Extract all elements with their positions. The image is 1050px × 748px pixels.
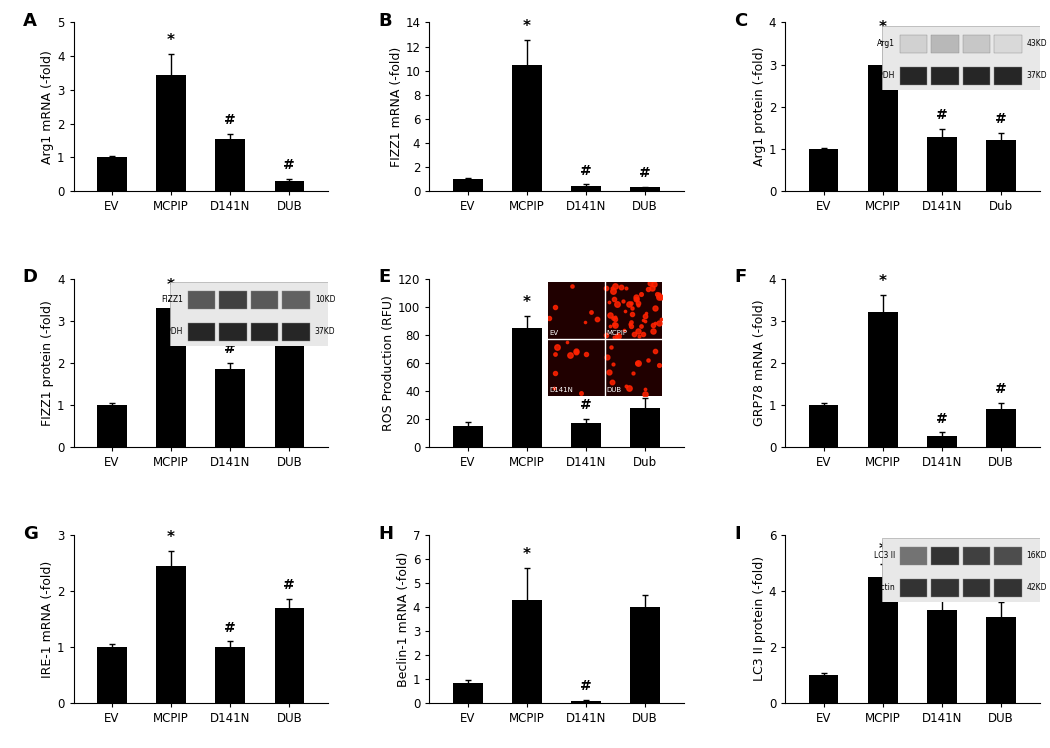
Text: #: #: [937, 411, 948, 426]
Y-axis label: GRP78 mRNA (-fold): GRP78 mRNA (-fold): [753, 299, 766, 426]
Bar: [274, 325, 304, 447]
Y-axis label: FIZZ1 mRNA (-fold): FIZZ1 mRNA (-fold): [390, 46, 402, 167]
Bar: [927, 137, 957, 191]
Text: #: #: [581, 678, 592, 693]
Bar: [98, 647, 127, 703]
Text: #: #: [581, 398, 592, 412]
Bar: [927, 610, 957, 703]
Text: #: #: [995, 112, 1007, 126]
Bar: [868, 64, 898, 191]
Bar: [986, 617, 1015, 703]
Text: #: #: [225, 113, 236, 127]
Y-axis label: ROS Production (RFU): ROS Production (RFU): [382, 295, 395, 431]
Text: *: *: [167, 33, 175, 48]
Bar: [630, 187, 660, 191]
Text: *: *: [879, 19, 887, 34]
Text: *: *: [523, 295, 531, 310]
Bar: [630, 408, 660, 447]
Text: #: #: [937, 574, 948, 588]
Bar: [571, 186, 601, 191]
Text: D: D: [23, 269, 38, 286]
Y-axis label: IRE-1 mRNA (-fold): IRE-1 mRNA (-fold): [41, 560, 55, 678]
Text: I: I: [734, 524, 741, 542]
Text: #: #: [937, 108, 948, 122]
Bar: [453, 683, 483, 703]
Text: H: H: [379, 524, 394, 542]
Y-axis label: FIZZ1 protein (-fold): FIZZ1 protein (-fold): [41, 300, 55, 426]
Bar: [571, 701, 601, 703]
Text: *: *: [167, 530, 175, 545]
Bar: [986, 141, 1015, 191]
Bar: [808, 149, 839, 191]
Bar: [571, 423, 601, 447]
Bar: [512, 328, 542, 447]
Bar: [868, 312, 898, 447]
Text: #: #: [284, 295, 295, 310]
Bar: [453, 426, 483, 447]
Text: G: G: [23, 524, 38, 542]
Bar: [215, 647, 245, 703]
Bar: [630, 607, 660, 703]
Text: *: *: [523, 547, 531, 562]
Text: *: *: [879, 542, 887, 557]
Bar: [98, 157, 127, 191]
Text: #: #: [995, 382, 1007, 396]
Text: E: E: [379, 269, 391, 286]
Text: #: #: [995, 581, 1007, 595]
Bar: [156, 308, 186, 447]
Text: A: A: [23, 12, 37, 31]
Text: #: #: [225, 621, 236, 634]
Bar: [215, 369, 245, 447]
Bar: [98, 405, 127, 447]
Text: #: #: [581, 164, 592, 177]
Text: #: #: [639, 166, 651, 180]
Bar: [512, 600, 542, 703]
Y-axis label: LC3 II protein (-fold): LC3 II protein (-fold): [753, 557, 766, 681]
Bar: [808, 405, 839, 447]
Text: *: *: [167, 278, 175, 293]
Y-axis label: Arg1 protein (-fold): Arg1 protein (-fold): [753, 47, 766, 167]
Text: #: #: [284, 159, 295, 172]
Bar: [156, 75, 186, 191]
Bar: [927, 437, 957, 447]
Text: F: F: [734, 269, 747, 286]
Bar: [453, 179, 483, 191]
Bar: [274, 181, 304, 191]
Y-axis label: Arg1 mRNA (-fold): Arg1 mRNA (-fold): [41, 50, 55, 164]
Text: #: #: [639, 377, 651, 391]
Text: *: *: [523, 19, 531, 34]
Bar: [156, 565, 186, 703]
Text: C: C: [734, 12, 748, 31]
Bar: [808, 675, 839, 703]
Text: B: B: [379, 12, 393, 31]
Text: #: #: [284, 578, 295, 592]
Bar: [274, 607, 304, 703]
Text: #: #: [225, 342, 236, 356]
Y-axis label: Beclin-1 mRNA (-fold): Beclin-1 mRNA (-fold): [397, 551, 411, 687]
Bar: [986, 409, 1015, 447]
Bar: [215, 138, 245, 191]
Bar: [512, 64, 542, 191]
Bar: [868, 577, 898, 703]
Text: *: *: [879, 274, 887, 289]
